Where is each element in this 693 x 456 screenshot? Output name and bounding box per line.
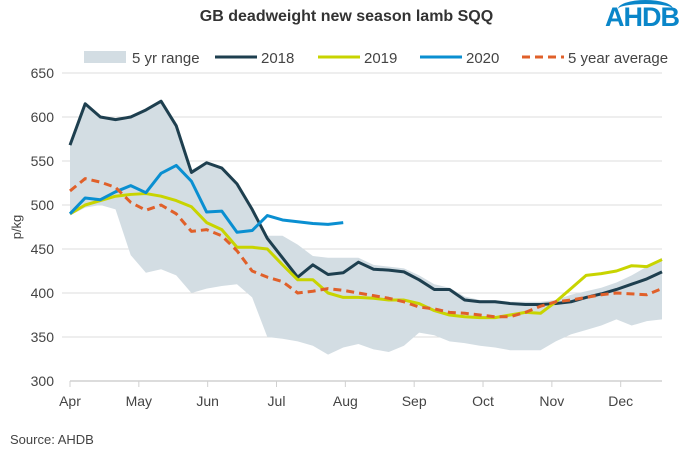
x-tick-label: Jun	[196, 393, 219, 409]
y-tick-label: 650	[31, 65, 55, 81]
legend-label: 2020	[466, 50, 499, 67]
x-tick-label: Sep	[402, 393, 427, 409]
y-tick-label: 350	[31, 329, 55, 345]
legend-label: 2019	[364, 50, 397, 67]
y-tick-label: 300	[31, 373, 55, 389]
range-area	[70, 101, 662, 355]
x-tick-label: Dec	[608, 393, 633, 409]
series-line-2019	[69, 192, 663, 320]
x-tick-label: Apr	[59, 393, 81, 409]
legend-swatch	[84, 51, 126, 63]
legend-label: 5 year average	[568, 50, 668, 67]
source-note: Source: AHDB	[10, 432, 94, 447]
logo-arc-icon	[618, 0, 673, 18]
series-line-2020	[68, 163, 344, 234]
chart-title: GB deadweight new season lamb SQQ	[199, 8, 494, 25]
y-tick-label: 450	[31, 241, 55, 257]
series-line-2018	[68, 99, 663, 306]
y-tick-label: 550	[31, 153, 55, 169]
y-tick-label: 600	[31, 109, 55, 125]
x-tick-label: May	[126, 393, 152, 409]
y-tick-label: 400	[31, 285, 55, 301]
legend-label: 2018	[261, 50, 294, 67]
x-tick-label: Nov	[539, 393, 564, 409]
ahdb-logo: AHDB	[605, 2, 680, 32]
legend-label: 5 yr range	[132, 50, 200, 67]
series-line-5-year-average	[69, 177, 663, 319]
x-tick-label: Aug	[333, 393, 358, 409]
y-axis-label: p/kg	[9, 215, 24, 240]
y-tick-label: 500	[31, 197, 55, 213]
x-tick-label: Jul	[268, 393, 286, 409]
x-tick-label: Oct	[472, 393, 494, 409]
